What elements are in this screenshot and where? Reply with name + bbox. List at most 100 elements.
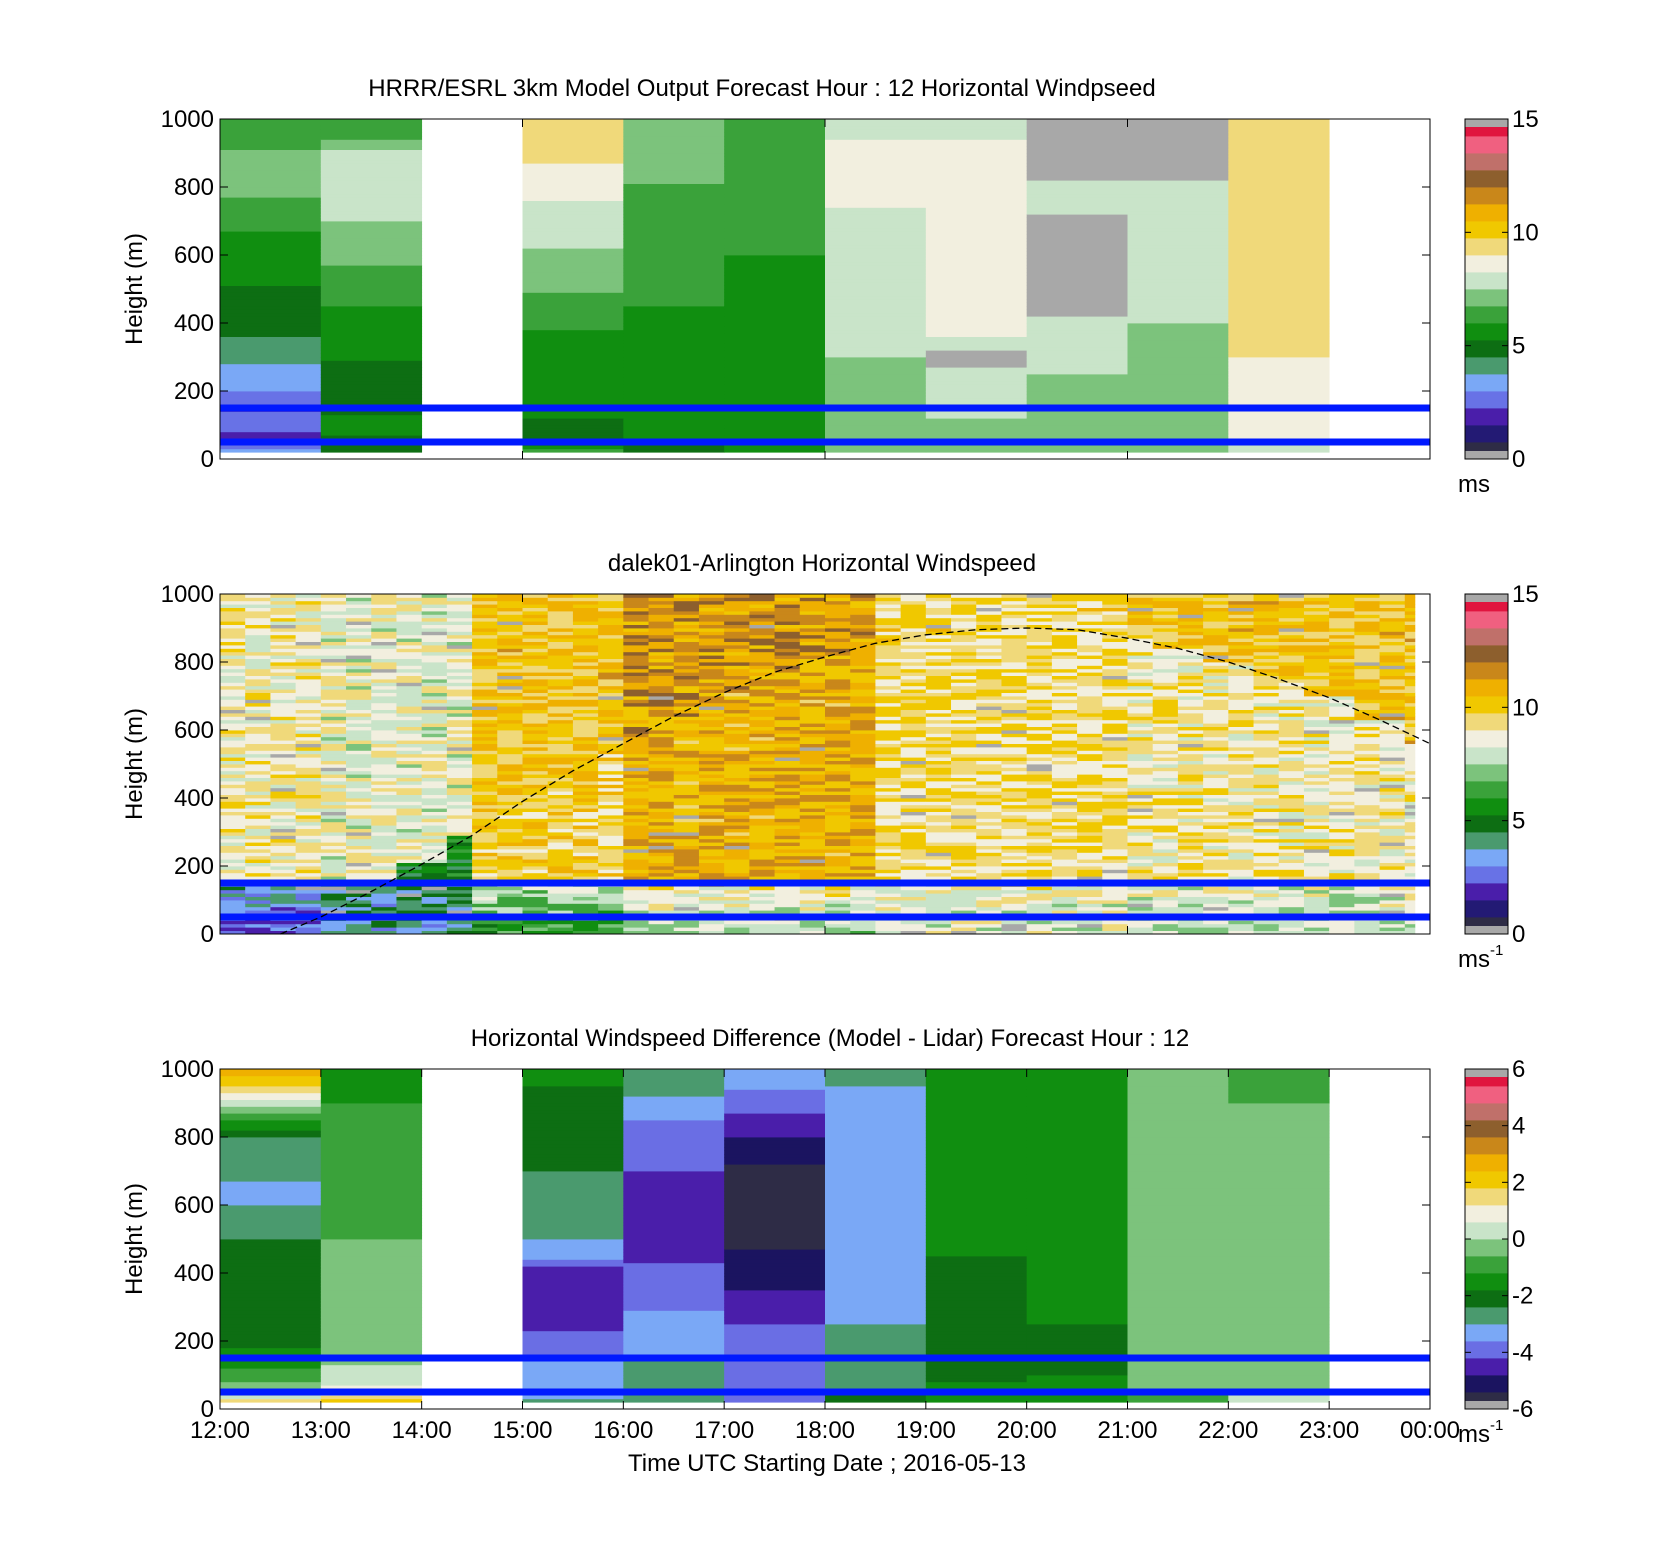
heatmap-cell <box>951 862 977 867</box>
heatmap-cell <box>900 600 927 605</box>
heatmap-cell <box>522 648 549 653</box>
heatmap-cell <box>976 866 1002 870</box>
heatmap-cell <box>925 190 1028 195</box>
heatmap-cell <box>1102 743 1128 748</box>
heatmap-cell <box>572 903 599 908</box>
heatmap-cell <box>472 920 498 925</box>
heatmap-cell <box>598 815 624 819</box>
heatmap-cell <box>825 876 851 880</box>
heatmap-cell <box>1051 648 1078 653</box>
heatmap-cell <box>1152 838 1179 843</box>
heatmap-cell <box>749 614 775 619</box>
heatmap-cell <box>1102 668 1128 673</box>
heatmap-cell <box>698 900 725 904</box>
heatmap-cell <box>648 655 675 659</box>
heatmap-cell <box>951 910 977 914</box>
heatmap-cell <box>825 638 851 642</box>
heatmap-cell <box>1177 906 1204 911</box>
heatmap-cell <box>799 662 826 666</box>
heatmap-cell <box>799 699 826 704</box>
heatmap-cell <box>320 849 347 853</box>
heatmap-cell <box>295 760 322 765</box>
heatmap-cell <box>1127 357 1229 361</box>
heatmap-cell <box>951 930 977 935</box>
heatmap-cell <box>421 845 448 850</box>
heatmap-cell <box>648 624 675 629</box>
heatmap-cell <box>1051 600 1078 605</box>
heatmap-cell <box>1051 825 1078 829</box>
heatmap-cell <box>774 906 801 911</box>
heatmap-cell <box>825 418 927 422</box>
heatmap-cell <box>1127 900 1154 904</box>
heatmap-cell <box>925 855 952 860</box>
heatmap-cell <box>850 869 876 874</box>
heatmap-cell <box>976 617 1002 622</box>
y-tick-label: 200 <box>174 378 214 405</box>
heatmap-cell <box>446 930 473 935</box>
heatmap-cell <box>547 689 574 693</box>
heatmap-cell <box>522 787 549 792</box>
heatmap-cell <box>446 862 473 867</box>
heatmap-cell <box>1001 662 1028 666</box>
heatmap-cell <box>396 832 423 836</box>
heatmap-cell <box>220 357 322 361</box>
heatmap-cell <box>1228 153 1330 157</box>
heatmap-cell <box>396 645 423 649</box>
heatmap-cell <box>472 692 498 697</box>
heatmap-cell <box>371 621 397 625</box>
heatmap-cell <box>1051 893 1078 897</box>
heatmap-cell <box>623 435 725 439</box>
heatmap-cell <box>547 611 574 615</box>
heatmap-cell <box>1077 709 1103 714</box>
heatmap-cell <box>371 743 397 748</box>
heatmap-cell <box>825 153 927 157</box>
heatmap-cell <box>1177 852 1204 857</box>
heatmap-cell <box>698 726 725 731</box>
heatmap-cell <box>1152 604 1179 608</box>
heatmap-cell <box>1127 689 1154 693</box>
heatmap-cell <box>1051 886 1078 891</box>
heatmap-cell <box>1077 624 1103 629</box>
heatmap-cell <box>547 757 574 761</box>
heatmap-cell <box>572 736 599 741</box>
heatmap-cell <box>1177 611 1204 615</box>
heatmap-cell <box>1152 903 1179 908</box>
heatmap-cell <box>1127 176 1229 181</box>
heatmap-cell <box>320 821 347 826</box>
colorbar-swatch <box>1465 374 1508 392</box>
heatmap-cell <box>1152 801 1179 806</box>
heatmap-cell <box>522 767 549 772</box>
heatmap-cell <box>951 838 977 843</box>
heatmap-cell <box>925 125 1028 130</box>
heatmap-cell <box>1051 852 1078 857</box>
heatmap-cell <box>749 815 775 819</box>
heatmap-cell <box>623 251 725 256</box>
heatmap-cell <box>472 828 498 833</box>
heatmap-cell <box>320 448 423 453</box>
heatmap-cell <box>522 859 549 863</box>
heatmap-cell <box>1026 309 1128 314</box>
heatmap-cell <box>1077 852 1103 857</box>
heatmap-cell <box>850 777 876 782</box>
heatmap-cell <box>749 872 775 877</box>
heatmap-cell <box>1051 736 1078 741</box>
heatmap-cell <box>1152 832 1179 836</box>
heatmap-cell <box>270 855 297 860</box>
heatmap-cell <box>673 607 700 612</box>
heatmap-cell <box>572 719 599 724</box>
heatmap-cell <box>522 435 624 439</box>
heatmap-cell <box>522 248 624 252</box>
heatmap-cell <box>1228 163 1330 167</box>
heatmap-cell <box>925 261 1028 266</box>
heatmap-cell <box>1077 597 1103 602</box>
heatmap-cell <box>900 828 927 833</box>
heatmap-cell <box>270 828 297 833</box>
heatmap-cell <box>1026 787 1053 792</box>
heatmap-cell <box>749 679 775 683</box>
heatmap-cell <box>825 692 851 697</box>
heatmap-cell <box>522 597 549 602</box>
heatmap-cell <box>547 726 574 731</box>
heatmap-cell <box>1001 930 1028 935</box>
heatmap-cell <box>472 638 498 642</box>
heatmap-cell <box>698 852 725 857</box>
